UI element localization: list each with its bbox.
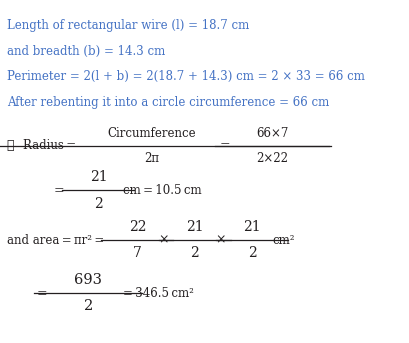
Text: 21: 21	[186, 220, 203, 234]
Text: 2: 2	[247, 246, 256, 260]
Text: ∴: ∴	[6, 139, 13, 152]
Text: 2: 2	[94, 197, 103, 211]
Text: 66×7: 66×7	[256, 127, 288, 140]
Text: Radius =: Radius =	[22, 139, 76, 152]
Text: 21: 21	[90, 170, 107, 184]
Text: =: =	[219, 139, 229, 152]
Text: Perimeter = 2(l + b) = 2(18.7 + 14.3) cm = 2 × 33 = 66 cm: Perimeter = 2(l + b) = 2(18.7 + 14.3) cm…	[7, 70, 364, 83]
Text: 2: 2	[83, 299, 92, 314]
Text: 7: 7	[133, 246, 142, 260]
Text: = 346.5 cm²: = 346.5 cm²	[123, 287, 193, 300]
Text: =: =	[37, 287, 47, 300]
Text: 2π: 2π	[144, 152, 159, 165]
Text: Length of rectangular wire (l) = 18.7 cm: Length of rectangular wire (l) = 18.7 cm	[7, 19, 249, 32]
Text: Circumference: Circumference	[107, 127, 196, 140]
Text: cm²: cm²	[272, 234, 294, 247]
Text: and breadth (b) = 14.3 cm: and breadth (b) = 14.3 cm	[7, 45, 165, 58]
Text: After rebenting it into a circle circumference = 66 cm: After rebenting it into a circle circumf…	[7, 96, 329, 109]
Text: 693: 693	[74, 273, 102, 287]
Text: ×: ×	[157, 234, 168, 247]
Text: ×: ×	[215, 234, 225, 247]
Text: 2: 2	[190, 246, 199, 260]
Text: 22: 22	[128, 220, 146, 234]
Text: and area = πr² =: and area = πr² =	[7, 234, 104, 247]
Text: cm = 10.5 cm: cm = 10.5 cm	[123, 184, 201, 197]
Text: 2×22: 2×22	[256, 152, 288, 165]
Text: 21: 21	[243, 220, 260, 234]
Text: =: =	[53, 184, 64, 197]
